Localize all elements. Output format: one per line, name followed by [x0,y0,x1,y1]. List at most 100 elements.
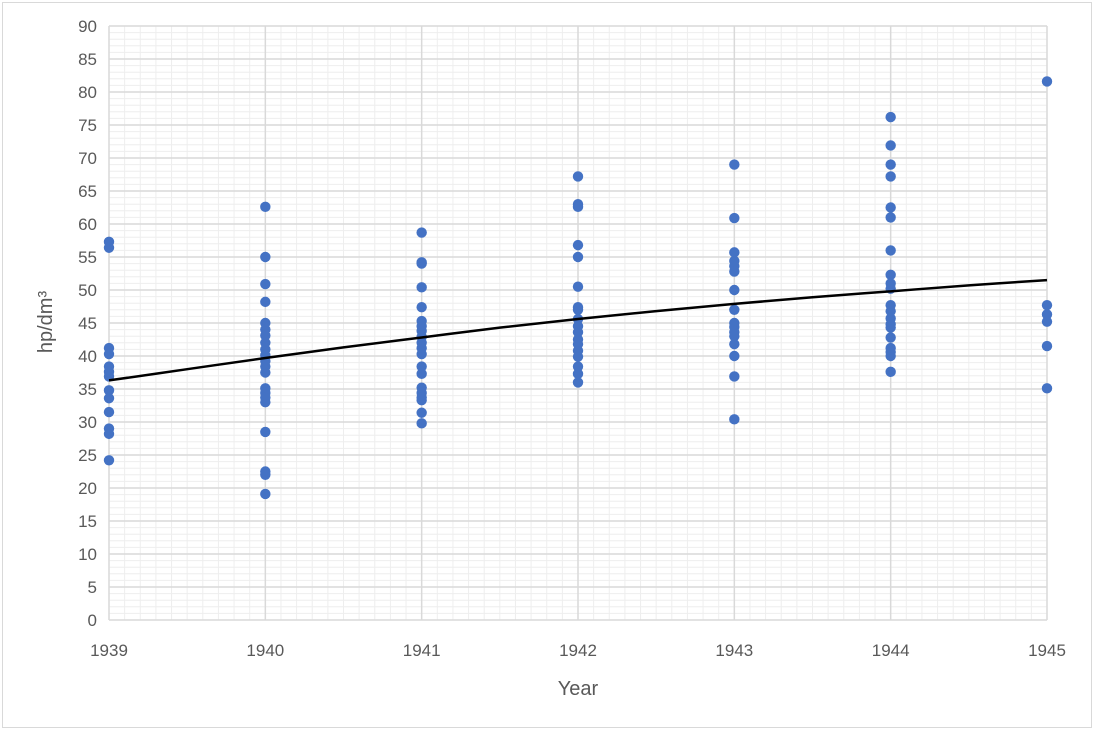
data-point [729,414,740,425]
y-tick-label: 35 [78,380,97,399]
y-tick-label: 20 [78,479,97,498]
data-point [885,305,896,317]
data-point [260,278,271,290]
x-tick-label: 1941 [403,641,441,660]
data-point [1041,76,1053,87]
y-tick-label: 15 [78,512,97,531]
data-point [416,361,427,372]
data-point [103,393,115,404]
data-point [572,368,584,380]
data-point [260,330,271,341]
y-tick-label: 40 [78,347,97,366]
y-tick-label: 55 [78,248,97,267]
data-point [260,426,271,438]
data-point [1041,309,1053,320]
data-point [729,304,740,315]
data-point [260,251,271,263]
data-point [885,159,896,170]
data-point [1041,316,1053,327]
data-points [103,76,1053,500]
data-point [729,212,740,224]
y-tick-label: 85 [78,50,97,69]
data-point [1041,340,1053,352]
data-point [416,368,427,380]
data-point [572,251,584,263]
data-point [260,469,271,480]
data-point [103,348,115,360]
x-tick-label: 1939 [90,641,128,660]
data-point [416,258,427,269]
data-point [103,406,115,418]
data-point [885,171,896,182]
data-point [416,418,427,429]
trendline [108,278,1048,382]
y-tick-label: 90 [78,17,97,36]
y-tick-label: 60 [78,215,97,234]
x-tick-label: 1943 [715,641,753,660]
data-point [572,171,584,182]
data-point [572,351,584,362]
y-axis-title: hp/dm³ [35,291,57,354]
data-point [729,331,740,342]
data-point [885,111,896,123]
data-point [1041,299,1053,311]
data-point [729,247,740,258]
data-point [260,367,271,378]
y-tick-label: 45 [78,314,97,333]
data-point [885,350,896,362]
x-tick-label: 1945 [1028,641,1066,660]
data-point [260,296,271,308]
data-point [885,212,896,223]
data-point [572,201,584,213]
x-axis-title: Year [558,678,599,700]
data-point [885,202,896,213]
data-point [103,242,115,253]
y-tick-label: 10 [78,545,97,564]
data-point [885,322,896,333]
x-tick-label: 1940 [246,641,284,660]
data-point [416,301,427,313]
data-point [572,361,584,372]
y-tick-label: 50 [78,281,97,300]
data-point [729,159,740,170]
x-tick-label: 1942 [559,641,597,660]
data-point [1041,383,1053,394]
data-point [103,428,115,440]
y-tick-label: 65 [78,182,97,201]
y-tick-label: 5 [88,578,97,597]
data-point [729,371,740,382]
data-point [260,488,271,500]
data-point [885,366,896,378]
data-point [260,201,271,213]
data-point [572,327,584,338]
y-tick-label: 80 [78,83,97,102]
data-point [885,140,896,151]
data-point [572,281,584,292]
data-point [416,407,427,418]
data-point [103,385,115,396]
data-point [416,282,427,293]
data-point [729,350,740,362]
y-tick-label: 75 [78,116,97,135]
data-point [260,397,271,408]
y-axis-tick-labels: 0 5 10 15 20 25 30 35 40 45 50 55 60 65 70 75 80 85 90 [78,17,97,630]
data-point [416,348,427,360]
y-tick-label: 30 [78,413,97,432]
data-point [885,245,896,256]
data-point [103,455,115,466]
y-tick-label: 0 [88,611,97,630]
data-point [729,266,740,277]
x-axis-tick-labels: 1939 1940 1941 1942 1943 1944 1945 [90,641,1066,660]
data-point [729,338,740,350]
data-point [416,395,427,406]
data-point [416,227,427,238]
data-point [572,304,584,315]
y-tick-label: 25 [78,446,97,465]
x-tick-label: 1944 [872,641,910,660]
data-point [572,377,584,388]
data-point [729,284,740,296]
data-point [572,239,584,251]
y-tick-label: 70 [78,149,97,168]
data-point [885,332,896,343]
